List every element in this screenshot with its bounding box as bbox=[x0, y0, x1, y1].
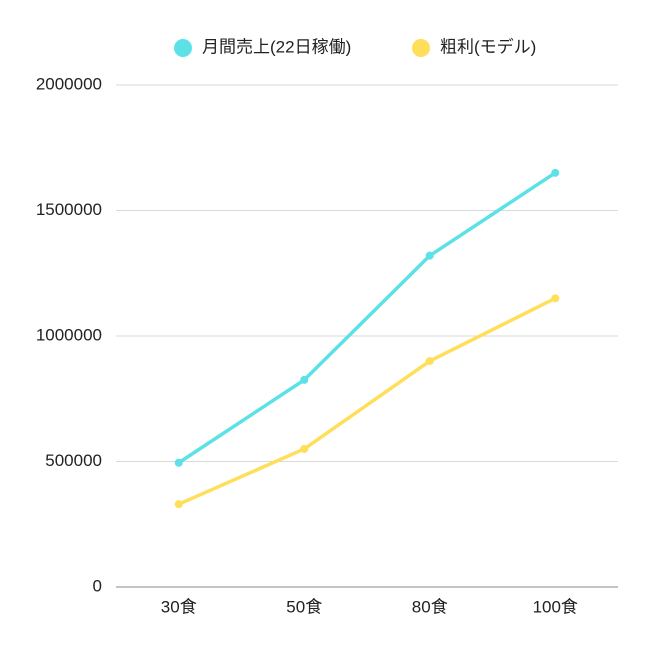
y-tick-label: 1000000 bbox=[36, 325, 102, 344]
legend-label: 月間売上(22日稼働) bbox=[202, 37, 351, 56]
data-point bbox=[551, 168, 560, 177]
y-tick-label: 1500000 bbox=[36, 200, 102, 219]
data-point bbox=[300, 375, 309, 384]
data-point bbox=[551, 294, 560, 303]
x-tick-label: 30食 bbox=[161, 597, 197, 616]
x-tick-label: 50食 bbox=[286, 597, 322, 616]
legend-marker bbox=[412, 39, 430, 57]
series-line bbox=[177, 171, 557, 465]
y-tick-label: 500000 bbox=[45, 451, 102, 470]
legend-marker bbox=[174, 39, 192, 57]
data-point bbox=[425, 357, 434, 366]
x-tick-label: 100食 bbox=[533, 597, 578, 616]
data-point bbox=[174, 500, 183, 509]
data-point bbox=[300, 444, 309, 453]
y-tick-label: 2000000 bbox=[36, 74, 102, 93]
legend-label: 粗利(モデル) bbox=[440, 36, 536, 56]
y-tick-label: 0 bbox=[93, 576, 102, 595]
data-point bbox=[425, 251, 434, 260]
series-line bbox=[178, 296, 557, 506]
x-tick-label: 80食 bbox=[412, 597, 448, 616]
data-point bbox=[174, 458, 183, 467]
